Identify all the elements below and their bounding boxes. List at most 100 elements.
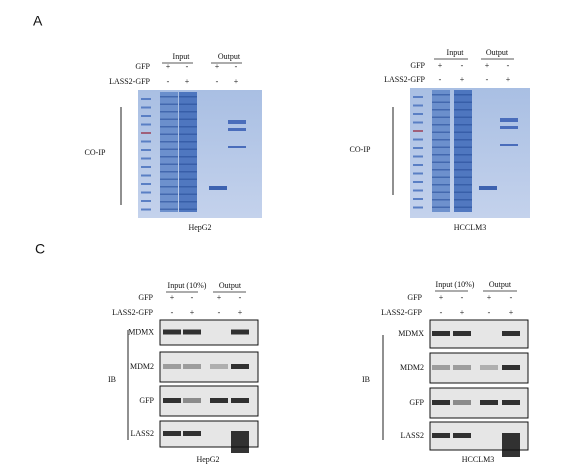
lane-band — [179, 193, 197, 195]
ladder-band — [141, 123, 151, 126]
ladder-band — [413, 130, 423, 132]
sign: + — [166, 62, 171, 71]
lane-band — [179, 171, 197, 173]
ladder-band — [413, 189, 423, 192]
lane-band — [179, 156, 197, 158]
lane-band — [432, 184, 450, 186]
blot-band — [432, 433, 450, 438]
sign: + — [234, 77, 239, 86]
lane-band — [160, 126, 178, 128]
lane-band — [160, 111, 178, 113]
lane-band — [454, 169, 472, 171]
blot-band — [210, 364, 228, 369]
lane-band — [454, 191, 472, 193]
blot-band — [183, 364, 201, 369]
lane-band — [432, 109, 450, 111]
lane-band — [179, 96, 197, 98]
sign: + — [215, 62, 220, 71]
band-label: MDMX — [398, 329, 424, 338]
ladder-band — [413, 206, 423, 209]
blot-band — [453, 400, 471, 405]
sign: + — [487, 293, 492, 302]
ladder-band — [141, 98, 151, 100]
ladder-band — [413, 113, 423, 115]
blot-band — [502, 331, 520, 336]
lane-band — [179, 118, 197, 120]
sign: - — [218, 308, 221, 317]
sign: + — [190, 308, 195, 317]
lane-band — [432, 169, 450, 171]
blot-band — [502, 433, 520, 457]
sign: + — [238, 308, 243, 317]
ladder-band — [413, 181, 423, 183]
lane-band — [454, 116, 472, 118]
lane-band — [179, 141, 197, 143]
lane-band — [160, 103, 178, 105]
cell-line: HCCLM3 — [462, 455, 494, 464]
panel-label: C — [35, 241, 45, 257]
sign: - — [171, 308, 174, 317]
sign: + — [439, 293, 444, 302]
band-label: GFP — [409, 398, 424, 407]
lane-band — [160, 163, 178, 165]
group-header: Input — [447, 48, 465, 57]
lane-band — [432, 146, 450, 148]
ladder-band — [141, 157, 151, 160]
sign: + — [460, 308, 465, 317]
lane-band — [179, 111, 197, 113]
blot-band — [480, 365, 498, 370]
sign: + — [185, 77, 190, 86]
lane-band — [160, 186, 178, 188]
lane — [160, 92, 178, 212]
ip-band — [500, 144, 518, 146]
ip-band — [228, 120, 246, 124]
lane-band — [454, 94, 472, 96]
ip-band — [209, 186, 227, 190]
gel — [138, 90, 262, 218]
lane-band — [160, 171, 178, 173]
blot-band — [163, 329, 181, 335]
ladder-band — [141, 174, 151, 177]
side-label: IB — [362, 375, 370, 384]
lane-band — [179, 126, 197, 128]
ladder-band — [413, 198, 423, 200]
lane-band — [179, 133, 197, 135]
ladder-band — [413, 147, 423, 149]
group-header: Input (10%) — [168, 281, 207, 290]
sign: + — [509, 308, 514, 317]
lane-band — [454, 109, 472, 111]
row-label: GFP — [407, 293, 422, 302]
ip-band — [479, 186, 497, 190]
band-label: MDM2 — [130, 362, 154, 371]
sign: - — [486, 75, 489, 84]
lane-band — [179, 186, 197, 188]
sign: - — [488, 308, 491, 317]
ladder-band — [141, 183, 151, 185]
band-label: MDM2 — [400, 363, 424, 372]
lane-band — [160, 208, 178, 210]
ladder-band — [413, 96, 423, 98]
lane — [179, 92, 197, 212]
lane-band — [454, 146, 472, 148]
lane-band — [454, 176, 472, 178]
side-label: CO-IP — [85, 148, 106, 157]
blot-band — [183, 329, 201, 335]
blot-band — [502, 400, 520, 405]
lane-band — [432, 139, 450, 141]
lane-band — [160, 133, 178, 135]
blot-band — [163, 431, 181, 436]
ladder-band — [413, 121, 423, 124]
lane-band — [179, 178, 197, 180]
group-header: Input — [173, 52, 191, 61]
ip-band — [228, 146, 246, 148]
row-label: GFP — [138, 293, 153, 302]
ladder-band — [141, 115, 151, 117]
ladder-band — [413, 164, 423, 166]
blot-band — [453, 331, 471, 336]
sign: - — [239, 293, 242, 302]
sign: - — [439, 75, 442, 84]
blot-band — [432, 365, 450, 370]
row-label: LASS2-GFP — [381, 308, 422, 317]
sign: + — [506, 75, 511, 84]
lane-band — [432, 176, 450, 178]
